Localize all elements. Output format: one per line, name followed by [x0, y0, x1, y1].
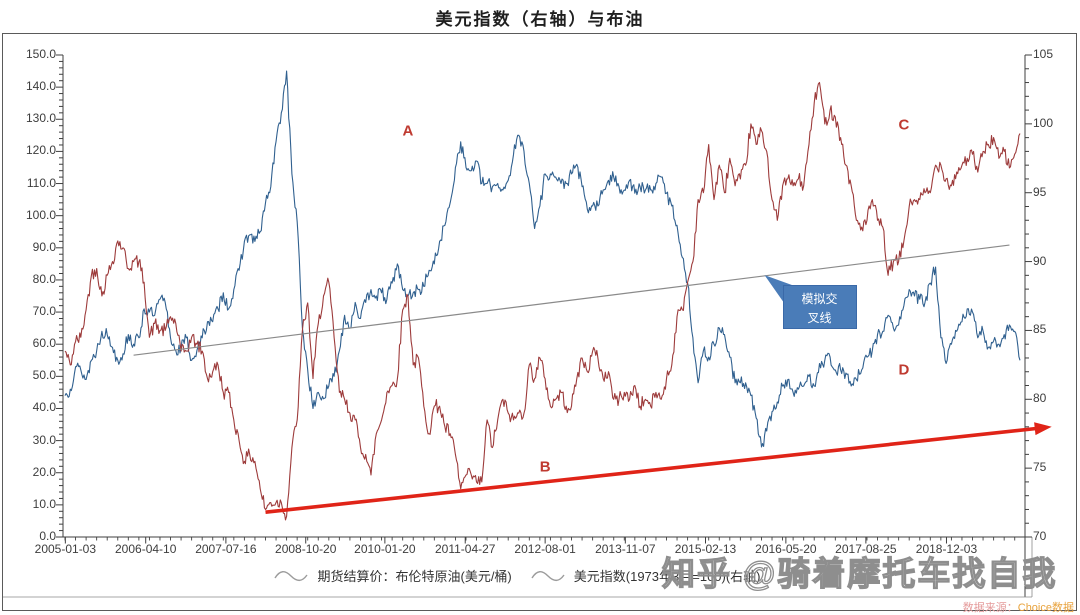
- data-source: 数据来源：Choice数据: [963, 599, 1074, 615]
- line-series-icon: [531, 570, 565, 581]
- legend-item-usd-index: 美元指数(1973年3月=100)(右轴): [530, 566, 761, 585]
- axis-label: 50.0: [32, 368, 56, 383]
- axis-label: 85: [1033, 322, 1047, 337]
- annotation-letter-D: D: [898, 361, 910, 379]
- data-source-name: Choice数据: [1017, 602, 1074, 614]
- axis-label: 2005-01-03: [34, 542, 97, 556]
- axis-label: 90.0: [32, 239, 56, 254]
- axis-label: 2008-10-20: [275, 542, 337, 556]
- legend-item-brent: 期货结算价：布伦特原油(美元/桶): [273, 566, 512, 585]
- arrow-head: [1034, 422, 1052, 436]
- axis-label: 100: [1033, 115, 1054, 130]
- legend-label-brent: 期货结算价：布伦特原油(美元/桶): [317, 569, 512, 584]
- annotation-letter-A: A: [402, 122, 414, 139]
- axis-label: 40.0: [32, 400, 56, 415]
- annotation-letter-B: B: [539, 458, 551, 476]
- axis-label: 105: [1033, 47, 1054, 61]
- series-line-usd-index: [64, 81, 1021, 521]
- legend: 期货结算价：布伦特原油(美元/桶) 美元指数(1973年3月=100)(右轴): [2, 566, 1032, 585]
- axis-label: 2018-12-03: [915, 542, 978, 556]
- axis-label: 100.0: [25, 207, 56, 222]
- axis-label: 120.0: [25, 143, 56, 158]
- watermark: 知乎 @骑着摩托车找自我: [661, 554, 1058, 592]
- annotation-letter-C: C: [898, 116, 910, 134]
- axis-label: 150.0: [25, 47, 56, 61]
- axis-label: 2011-04-27: [434, 542, 496, 556]
- axis-label: 90: [1033, 253, 1047, 268]
- chart-title: 美元指数（右轴）与布油: [435, 10, 645, 30]
- axis-label: 2016-05-20: [755, 542, 817, 556]
- callout-simulated-crossing-line: 模拟交 叉线: [782, 285, 857, 330]
- axis-label: 2017-08-25: [835, 542, 897, 556]
- axis-label: 2015-02-13: [674, 542, 737, 556]
- line-series-icon: [274, 570, 309, 581]
- chart-panel-border: [2, 33, 1077, 611]
- axis-label: 80: [1033, 391, 1047, 406]
- axis-label: 2006-04-10: [115, 542, 177, 556]
- data-source-prefix: 数据来源：: [962, 602, 1018, 614]
- axis-label: 2007-07-16: [195, 542, 257, 556]
- axis-label: 2012-08-01: [514, 542, 576, 556]
- axis-label: 130.0: [25, 111, 56, 126]
- axis-label: 60.0: [32, 336, 56, 351]
- axis-label: 140.0: [25, 79, 56, 94]
- axis-label: 110.0: [26, 175, 56, 190]
- callout-text-line1: 模拟交: [801, 292, 838, 307]
- callout-text-line2: 叉线: [807, 310, 832, 325]
- axis-label: 10.0: [32, 496, 56, 511]
- axis-label: 70: [1033, 529, 1047, 543]
- axis-label: 75: [1033, 460, 1047, 475]
- axis-label: 70.0: [32, 304, 56, 319]
- axis-label: 95: [1033, 184, 1047, 199]
- axis-label: 30.0: [32, 432, 56, 447]
- axis-label: 2010-01-20: [354, 542, 416, 556]
- axis-label: 20.0: [32, 464, 56, 479]
- legend-label-usd-index: 美元指数(1973年3月=100)(右轴): [573, 569, 761, 584]
- series-line-brent: [64, 70, 1021, 448]
- axis-label: 2013-11-07: [595, 542, 656, 556]
- axis-label: 0.0: [39, 529, 56, 543]
- axis-label: 80.0: [32, 271, 56, 286]
